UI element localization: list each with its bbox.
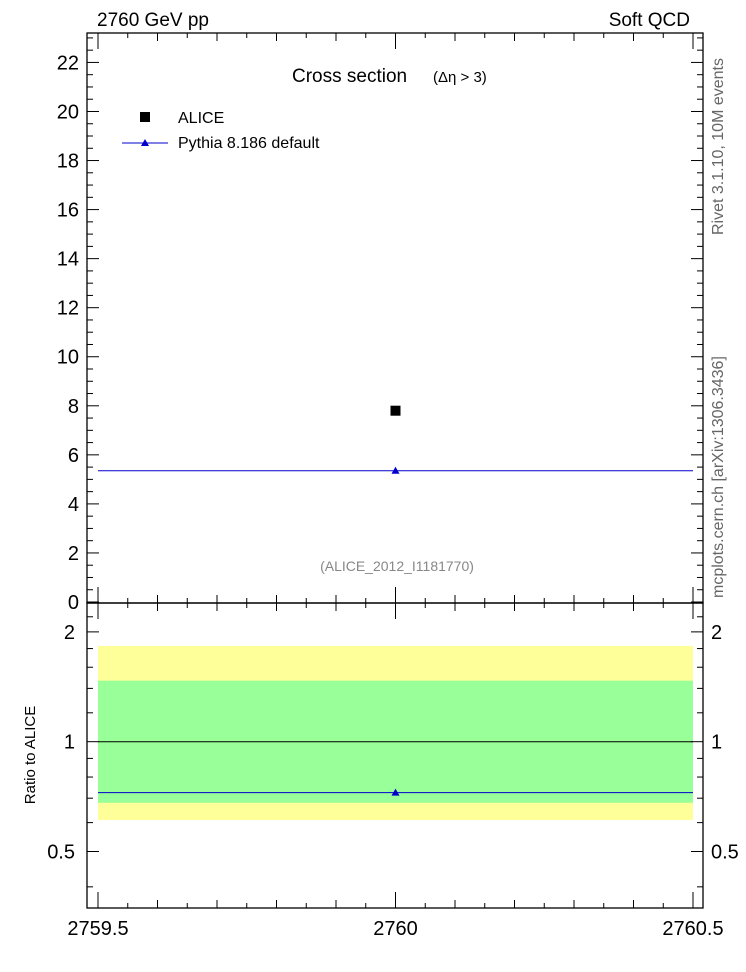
- legend: ALICE Pythia 8.186 default: [122, 110, 320, 152]
- ratio-y-tick-label-right: 0.5: [711, 841, 739, 863]
- rivet-version-label: Rivet 3.1.10, 10M events: [710, 58, 727, 235]
- main-y-tick-label: 22: [57, 52, 79, 74]
- chart-title: Cross section: [292, 66, 407, 87]
- header-right-label: Soft QCD: [609, 10, 690, 31]
- main-y-tick-label: 6: [68, 445, 79, 467]
- main-y-tick-label: 8: [68, 396, 79, 418]
- ratio-x-tick-label: 2759.5: [67, 918, 128, 940]
- main-y-tick-label: 14: [57, 249, 79, 271]
- ratio-y-tick-label: 1: [64, 732, 75, 754]
- pythia-data-point: [391, 466, 400, 474]
- pythia-ratio-point: [391, 788, 400, 796]
- ratio-y-tick-label-right: 2: [711, 622, 722, 644]
- legend-alice-label: ALICE: [178, 110, 224, 127]
- ratio-y-tick-label: 2: [64, 622, 75, 644]
- data-marks: [98, 405, 693, 796]
- main-y-tick-label: 4: [68, 494, 79, 516]
- main-y-tick-label: 18: [57, 151, 79, 173]
- ratio-y-tick-label-right: 1: [711, 732, 722, 754]
- alice-data-point: [390, 405, 401, 416]
- main-y-tick-label: 10: [57, 347, 79, 369]
- main-y-tick-label: 16: [57, 200, 79, 222]
- chart-title-suffix: (Δη > 3): [433, 69, 487, 86]
- ratio-axis-label: Ratio to ALICE: [22, 706, 39, 804]
- main-y-tick-label: 20: [57, 101, 79, 123]
- mcplots-source-label: mcplots.cern.ch [arXiv:1306.3436]: [710, 356, 727, 598]
- legend-pythia-label: Pythia 8.186 default: [178, 135, 320, 152]
- analysis-id-label: (ALICE_2012_I1181770): [320, 558, 474, 574]
- legend-pythia-marker: [141, 139, 149, 146]
- ratio-x-tick-label: 2760: [373, 918, 418, 940]
- ratio-y-tick-label: 0.5: [47, 841, 75, 863]
- main-y-tick-label: 12: [57, 298, 79, 320]
- main-y-tick-label: 0: [68, 592, 79, 614]
- main-y-tick-label: 2: [68, 543, 79, 565]
- header-left-label: 2760 GeV pp: [97, 10, 209, 31]
- legend-alice-marker: [140, 112, 150, 122]
- ratio-x-tick-label: 2760.5: [662, 918, 723, 940]
